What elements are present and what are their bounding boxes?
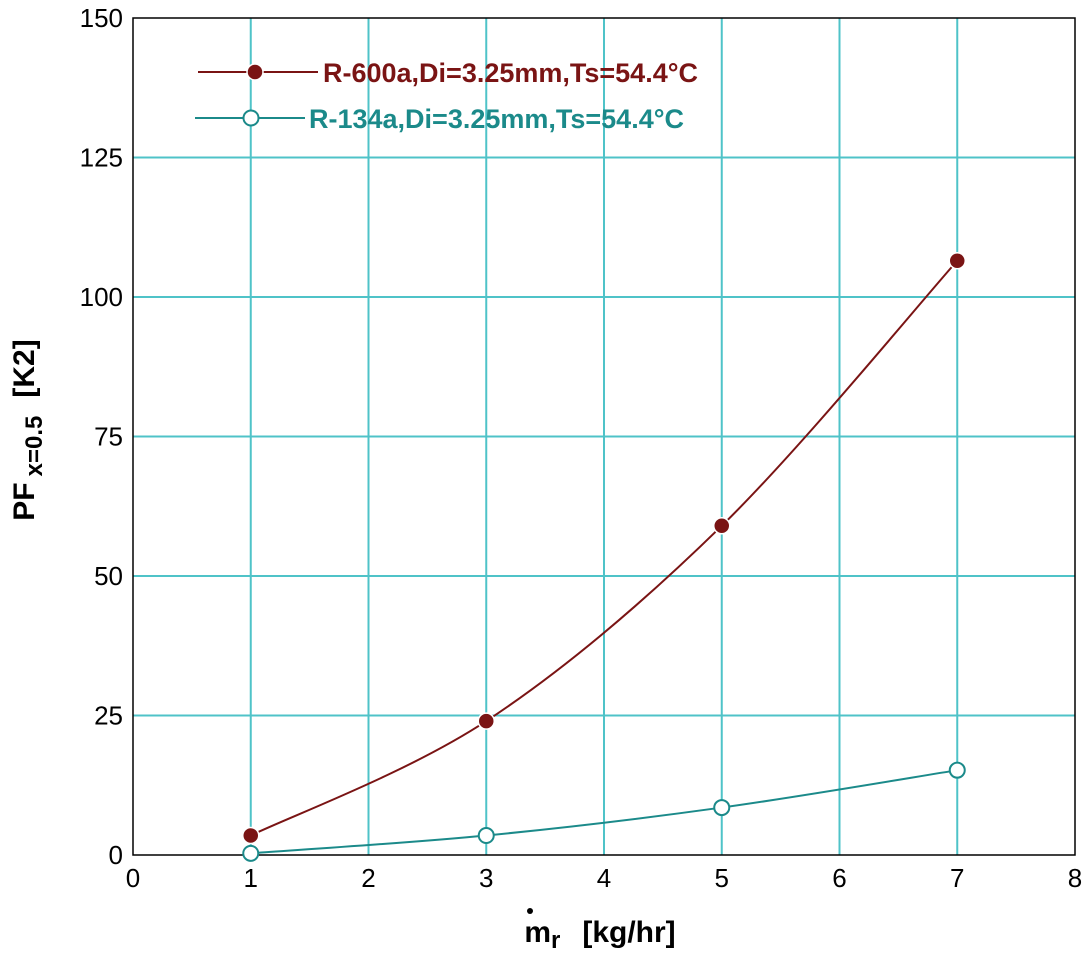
y-axis-label-main: PF (8, 482, 41, 520)
x-tick-label: 2 (361, 863, 375, 893)
legend-item-1: R-600a,Di=3.25mm,Ts=54.4°C (198, 58, 698, 88)
data-point (948, 761, 966, 779)
series-line (250, 769, 958, 855)
data-point (242, 844, 260, 862)
x-axis-label-unit: [kg/hr] (582, 916, 675, 949)
y-tick-label: 100 (80, 282, 123, 312)
x-axis-label-dot (527, 908, 533, 914)
x-tick-label: 3 (479, 863, 493, 893)
y-tick-label: 0 (109, 840, 123, 870)
series-line (250, 260, 958, 837)
data-point (948, 251, 966, 270)
x-tick-label: 0 (126, 863, 140, 893)
legend-item-2: R-134a,Di=3.25mm,Ts=54.4°C (195, 104, 684, 134)
x-axis-label-sub: r (551, 927, 560, 954)
series-1 (242, 251, 966, 845)
data-point (713, 799, 731, 817)
y-tick-label: 125 (80, 143, 123, 173)
legend-marker (242, 109, 260, 127)
series-layer (242, 251, 966, 862)
series-2 (242, 761, 966, 862)
x-axis-label: mr [kg/hr] (524, 916, 675, 954)
y-axis-label-unit: [K2] (8, 339, 41, 397)
grid-lines (133, 18, 1075, 855)
y-axis-label: PF x=0.5 [K2] (8, 339, 48, 520)
legend-label: R-600a,Di=3.25mm,Ts=54.4°C (323, 58, 698, 88)
x-tick-label: 8 (1068, 863, 1082, 893)
y-tick-label: 150 (80, 3, 123, 33)
data-point (242, 826, 260, 845)
data-point (477, 712, 495, 730)
x-axis-label-main: m (524, 916, 551, 949)
y-tick-label: 75 (94, 422, 123, 452)
data-point (713, 517, 731, 535)
x-tick-label: 1 (244, 863, 258, 893)
y-tick-label: 50 (94, 561, 123, 591)
legend-label: R-134a,Di=3.25mm,Ts=54.4°C (309, 104, 684, 134)
legend-marker (246, 63, 264, 81)
x-tick-label: 7 (950, 863, 964, 893)
x-tick-label: 5 (715, 863, 729, 893)
plot-area-border (132, 17, 1076, 856)
x-tick-label: 4 (597, 863, 611, 893)
y-tick-label: 25 (94, 701, 123, 731)
data-point (477, 826, 495, 844)
y-axis-label-sub: x=0.5 (21, 416, 48, 477)
x-tick-label: 6 (832, 863, 846, 893)
tick-labels: 0 1 2 3 4 5 6 7 8 0 25 50 75 100 125 150 (80, 3, 1083, 893)
legend: R-600a,Di=3.25mm,Ts=54.4°C R-134a,Di=3.25… (195, 58, 698, 134)
